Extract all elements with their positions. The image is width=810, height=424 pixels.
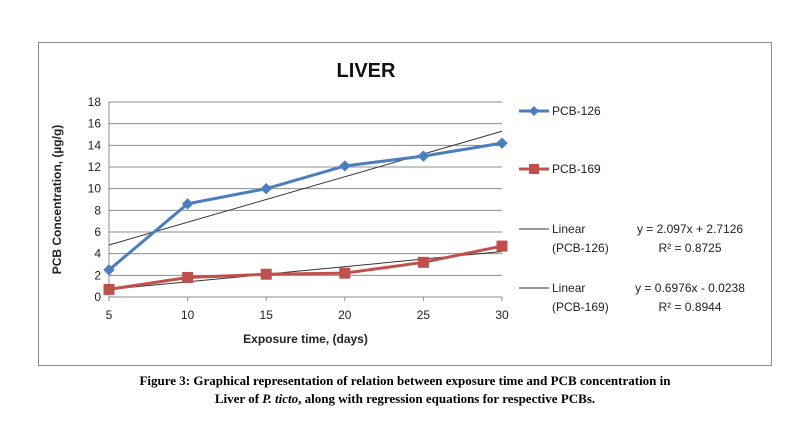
- legend-label-linear-series-pcb-126: (PCB-126): [552, 241, 609, 255]
- legend-label-pcb-126: PCB-126: [552, 104, 601, 118]
- caption-prefix: Liver of: [214, 391, 263, 406]
- y-tick-label: 18: [88, 95, 102, 109]
- regression-equation-pcb-126: y = 2.097x + 2.7126: [637, 222, 743, 236]
- y-axis-title: PCB Concentration, (µg/g): [50, 125, 64, 275]
- data-point-pcb-126: [260, 182, 272, 195]
- y-tick-label: 14: [88, 138, 102, 152]
- data-point-pcb-169: [260, 268, 272, 280]
- legend-label-linear-pcb-126: Linear: [552, 222, 585, 236]
- data-point-pcb-169: [182, 272, 194, 283]
- x-tick-label: 30: [495, 308, 509, 322]
- chart-frame: LIVER 0 2 4 6 8 10 12 14 16 18 5 10 15 20 25 30 Exposure …: [38, 42, 772, 366]
- data-point-pcb-126: [417, 150, 430, 162]
- caption-suffix: , along with regression equations for re…: [298, 391, 596, 406]
- trendline-pcb-126: [108, 130, 503, 246]
- y-tick-label: 8: [94, 203, 101, 217]
- legend-label-pcb-169: PCB-169: [552, 162, 601, 176]
- data-point-pcb-169: [103, 283, 115, 295]
- data-point-pcb-126: [339, 160, 351, 172]
- x-tick-label: 20: [338, 308, 352, 322]
- liver-line-chart: LIVER 0 2 4 6 8 10 12 14 16 18 5 10 15 20 25 30 Exposure …: [50, 60, 745, 346]
- figure-caption-line1: Figure 3: Graphical representation of re…: [139, 373, 671, 388]
- regression-equation-pcb-169: y = 0.6976x - 0.0238: [635, 281, 745, 295]
- regression-r2-pcb-169: R² = 0.8944: [658, 300, 721, 314]
- y-tick-label: 10: [88, 182, 102, 196]
- legend-marker-pcb-169: [529, 164, 539, 174]
- data-point-pcb-126: [103, 264, 115, 276]
- y-tick-label: 2: [94, 268, 101, 282]
- trendline-pcb-169: [108, 251, 503, 290]
- data-point-pcb-126: [496, 137, 508, 149]
- x-tick-label: 15: [260, 308, 274, 322]
- legend-marker-pcb-126: [529, 106, 539, 116]
- figure-caption-line2: Liver of P. ticto, along with regression…: [0, 391, 810, 407]
- x-tick-label: 10: [181, 308, 195, 322]
- caption-species: P. ticto: [262, 391, 299, 406]
- y-tick-label: 12: [88, 160, 102, 174]
- data-point-pcb-169: [496, 240, 508, 252]
- x-axis-title: Exposure time, (days): [243, 332, 368, 346]
- data-point-pcb-169: [417, 256, 429, 268]
- series-line-pcb-169: [108, 244, 503, 291]
- data-point-pcb-169: [339, 267, 351, 279]
- chart-title: LIVER: [337, 60, 396, 82]
- y-tick-label: 6: [94, 225, 101, 239]
- y-tick-label: 16: [88, 117, 102, 131]
- legend-label-linear-pcb-169: Linear: [552, 281, 585, 295]
- series-line-pcb-126: [108, 141, 503, 272]
- y-tick-label: 0: [94, 290, 101, 304]
- data-point-pcb-126: [181, 198, 194, 210]
- legend-label-linear-series-pcb-169: (PCB-169): [552, 300, 609, 314]
- y-tick-label: 4: [94, 247, 101, 261]
- regression-r2-pcb-126: R² = 0.8725: [658, 241, 721, 255]
- x-tick-label: 5: [106, 308, 113, 322]
- x-tick-label: 25: [417, 308, 431, 322]
